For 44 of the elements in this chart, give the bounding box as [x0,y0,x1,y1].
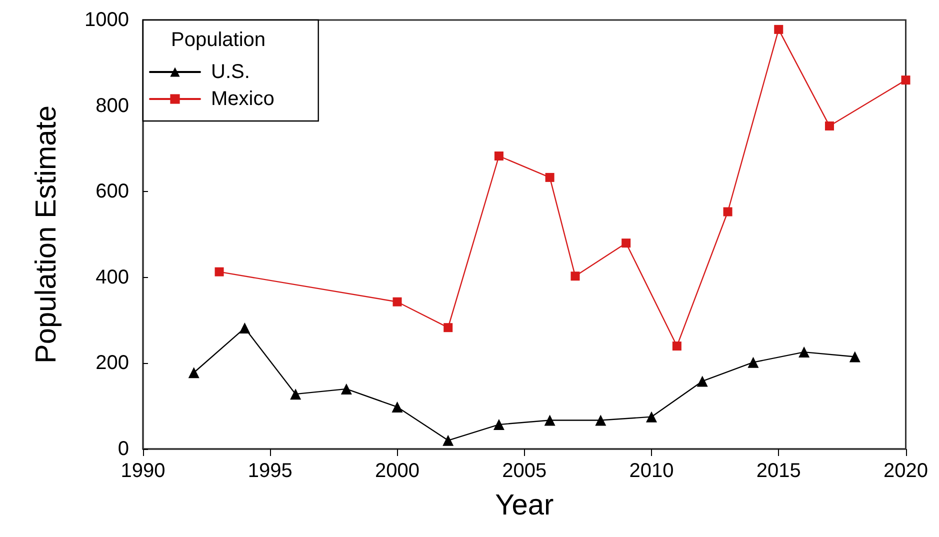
point [392,297,402,306]
point [646,411,658,422]
point [214,267,224,276]
x-tick-label: 2010 [629,460,674,482]
point [748,356,759,368]
y-tick-label: 800 [96,94,129,117]
point [444,323,453,332]
y-tick-label: 200 [96,352,129,374]
point [188,367,200,378]
point [622,238,631,248]
legend-label: Mexico [211,88,274,110]
y-axis-title: Population Estimate [30,106,62,364]
point [595,414,606,426]
point [544,414,556,426]
point [392,401,403,412]
point [493,419,504,430]
point [824,121,834,130]
legend-label: U.S. [211,61,250,83]
x-tick-label: 1995 [248,460,292,482]
point [723,207,732,216]
x-tick-label: 2000 [375,460,420,482]
point [798,346,810,358]
y-tick-label: 400 [96,266,129,288]
y-tick-label: 600 [96,180,129,203]
point [290,388,302,400]
legend-title: Population [171,29,266,51]
y-tick-label: 0 [118,438,129,460]
point [901,76,910,85]
x-tick-label: 1990 [120,460,166,482]
point [774,24,784,34]
point [442,434,454,446]
point [545,172,554,182]
x-tick-label: 2020 [884,460,928,482]
point [696,376,708,387]
point [494,151,504,160]
y-tick-label: 1000 [84,9,129,31]
x-tick-label: 2015 [756,460,801,482]
point [239,322,250,334]
point [849,351,860,362]
x-tick-label: 2005 [502,460,547,482]
point [672,342,682,351]
point [340,383,352,394]
point [570,272,580,281]
x-axis-title: Year [495,490,554,522]
